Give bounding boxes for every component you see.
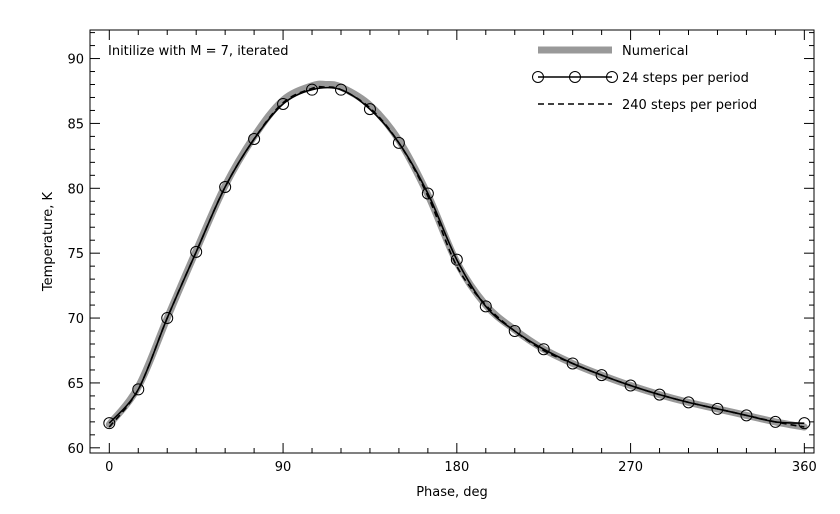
y-tick-label: 80 xyxy=(67,182,84,197)
y-tick-label: 85 xyxy=(67,117,84,132)
series-24-steps-point xyxy=(537,343,550,356)
series-24-steps-point xyxy=(421,187,434,200)
series-24-steps-point xyxy=(798,417,811,430)
series-24-steps-point xyxy=(624,379,637,392)
series-24-steps-point xyxy=(132,383,145,396)
series-numerical-line xyxy=(105,80,808,431)
x-tick-label: 270 xyxy=(618,460,643,475)
series-24-steps-point xyxy=(653,388,666,401)
series-24-steps-point xyxy=(508,325,521,338)
y-axis-title: Temperature, K xyxy=(41,191,56,292)
x-tick-label: 0 xyxy=(105,460,113,475)
plot-area xyxy=(103,80,811,431)
series-24-steps-point xyxy=(219,181,232,194)
series-24-steps-point xyxy=(103,417,116,430)
series-24-steps-point xyxy=(479,300,492,313)
x-tick-label: 90 xyxy=(275,460,292,475)
series-24-steps-point xyxy=(277,97,290,110)
legend-label-24-steps: 24 steps per period xyxy=(622,71,749,86)
chart-annotation: Initilize with M = 7, iterated xyxy=(108,44,289,59)
series-24-steps-point xyxy=(334,83,347,96)
series-24-steps-point xyxy=(363,103,376,116)
series-24-steps-point xyxy=(450,253,463,266)
legend-label-numerical: Numerical xyxy=(622,44,688,59)
legend-marker-24-steps xyxy=(532,71,544,83)
y-tick-label: 60 xyxy=(67,442,84,457)
y-tick-label: 90 xyxy=(67,53,84,68)
legend-marker-24-steps xyxy=(569,71,581,83)
series-24-steps-point xyxy=(595,369,608,382)
series-24-steps-point xyxy=(682,396,695,409)
y-tick-label: 75 xyxy=(67,247,84,262)
series-24-steps-point xyxy=(392,136,405,149)
legend-label-240-steps: 240 steps per period xyxy=(622,98,757,113)
y-tick-label: 70 xyxy=(67,312,84,327)
series-24-steps-point xyxy=(566,357,579,370)
series-24-steps-point xyxy=(711,402,724,415)
axes: 0 90 180 270 360 60 65 70 75 80 85 90 xyxy=(67,29,817,475)
series-24-steps-point xyxy=(161,312,174,325)
series-24-steps-point xyxy=(306,83,319,96)
legend: Numerical 24 steps per period 240 steps … xyxy=(532,44,757,113)
series-24-steps-point xyxy=(769,415,782,428)
series-24-steps-line xyxy=(108,86,805,424)
x-tick-label: 180 xyxy=(444,460,469,475)
legend-marker-24-steps xyxy=(606,71,618,83)
series-24-steps-point xyxy=(740,409,753,422)
plot-frame xyxy=(89,29,815,454)
x-tick-label: 360 xyxy=(792,460,817,475)
x-axis-title: Phase, deg xyxy=(416,485,488,500)
y-tick-label: 65 xyxy=(67,377,84,392)
series-24-steps-point xyxy=(190,245,203,258)
series-24-steps-point xyxy=(248,132,261,145)
